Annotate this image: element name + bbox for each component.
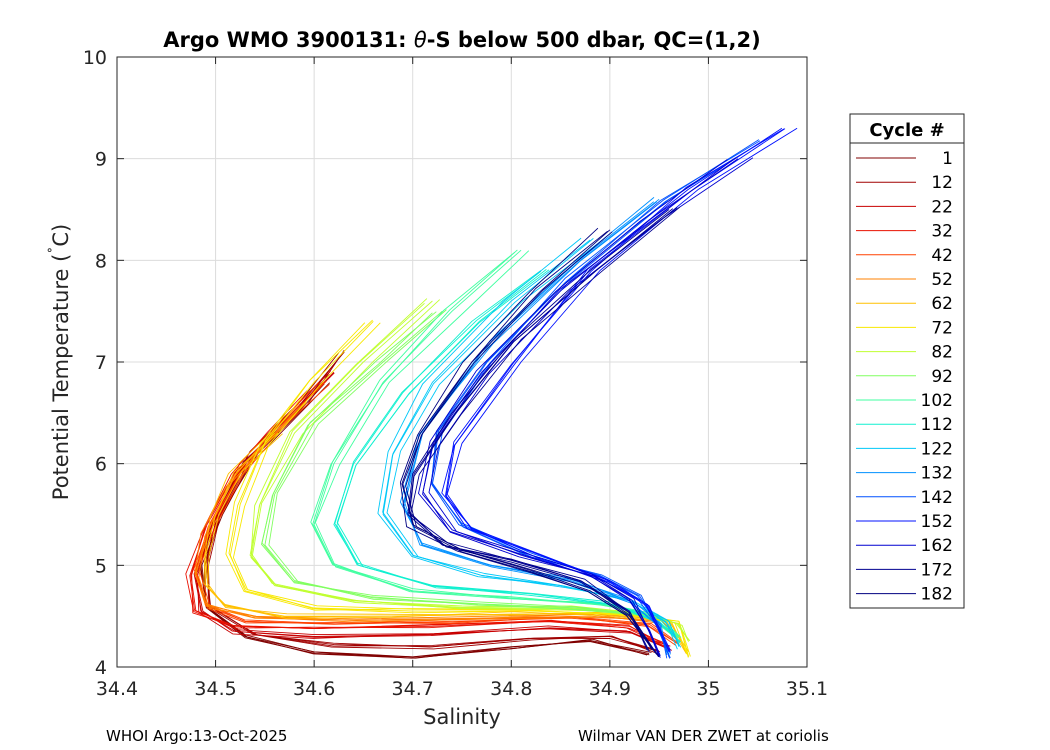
series-line-162-profile-2 bbox=[422, 157, 736, 656]
x-tick-label: 34.9 bbox=[589, 678, 631, 700]
series-line-142-profile-3 bbox=[431, 139, 766, 659]
legend-label-142: 142 bbox=[921, 488, 953, 508]
series-line-122-profile-2 bbox=[377, 237, 682, 648]
legend-label-182: 182 bbox=[921, 585, 953, 605]
series-line-152 bbox=[446, 127, 798, 652]
y-tick-label: 4 bbox=[95, 657, 107, 679]
series-line-112-profile-2 bbox=[336, 269, 681, 643]
series-line-92-profile-1 bbox=[261, 312, 680, 639]
footer-right: Wilmar VAN DER ZWET at coriolis bbox=[578, 727, 829, 745]
legend-label-1: 1 bbox=[942, 149, 953, 169]
x-tick-label: 35.1 bbox=[786, 678, 828, 700]
legend-label-102: 102 bbox=[921, 391, 953, 411]
series-group bbox=[185, 127, 798, 659]
y-tick-label: 5 bbox=[95, 555, 107, 577]
series-line-32-profile-3 bbox=[191, 389, 670, 649]
series-line-92-profile-2 bbox=[261, 311, 677, 639]
series-line-142-profile-1 bbox=[430, 139, 760, 659]
legend-label-162: 162 bbox=[921, 536, 953, 556]
legend-label-62: 62 bbox=[931, 294, 953, 314]
legend-label-132: 132 bbox=[921, 464, 953, 484]
series-line-62-profile-1 bbox=[205, 432, 687, 655]
legend-label-112: 112 bbox=[921, 415, 953, 435]
legend-entries: 1122232425262728292102112122132142152162… bbox=[856, 149, 953, 605]
y-tick-label: 9 bbox=[95, 149, 107, 171]
series-line-132-profile-2 bbox=[403, 201, 668, 656]
y-tick-label: 6 bbox=[95, 454, 107, 476]
chart-title: Argo WMO 3900131: θ-S below 500 dbar, QC… bbox=[163, 28, 760, 52]
legend-label-82: 82 bbox=[931, 343, 953, 363]
legend-label-42: 42 bbox=[931, 246, 953, 266]
legend-title: Cycle # bbox=[869, 120, 944, 141]
series-line-162-profile-3 bbox=[418, 159, 728, 658]
series-line-152-profile-3 bbox=[445, 128, 786, 653]
y-tick-label: 7 bbox=[95, 352, 107, 374]
legend-label-122: 122 bbox=[921, 439, 953, 459]
x-tick-label: 34.6 bbox=[293, 678, 335, 700]
legend-label-152: 152 bbox=[921, 512, 953, 532]
series-line-182 bbox=[402, 229, 660, 658]
series-line-92-profile-3 bbox=[268, 309, 678, 639]
y-tick-label: 10 bbox=[83, 47, 107, 69]
legend-label-32: 32 bbox=[931, 222, 953, 242]
axis-ticks: 34.4 34.5 34.6 34.7 34.8 34.9 35 35.1 4 5 6 7 8 9 10 bbox=[83, 47, 828, 700]
x-tick-label: 34.5 bbox=[194, 678, 236, 700]
footer-left: WHOI Argo:13-Oct-2025 bbox=[106, 727, 287, 745]
legend-label-12: 12 bbox=[931, 173, 953, 193]
grid bbox=[117, 57, 807, 667]
legend: Cycle # 11222324252627282921021121221321… bbox=[849, 113, 965, 609]
legend-label-72: 72 bbox=[931, 318, 953, 338]
legend-label-172: 172 bbox=[921, 560, 953, 580]
legend-label-22: 22 bbox=[931, 197, 953, 217]
series-line-162 bbox=[422, 158, 739, 657]
series-line-162-profile-1 bbox=[428, 157, 754, 656]
series-line-182-profile-1 bbox=[405, 231, 659, 657]
x-axis-label: Salinity bbox=[423, 705, 501, 729]
x-tick-label: 34.8 bbox=[490, 678, 532, 700]
legend-label-92: 92 bbox=[931, 367, 953, 387]
legend-label-52: 52 bbox=[931, 270, 953, 290]
series-line-182-profile-3 bbox=[401, 230, 658, 655]
legend-box bbox=[849, 113, 965, 609]
x-tick-label: 34.7 bbox=[392, 678, 434, 700]
x-tick-label: 34.4 bbox=[96, 678, 138, 700]
series-line-12-profile-3 bbox=[207, 350, 659, 655]
y-axis-label: Potential Temperature (˚C) bbox=[47, 224, 73, 500]
x-tick-label: 35 bbox=[696, 678, 720, 700]
series-line-132-profile-1 bbox=[403, 201, 671, 655]
y-tick-label: 8 bbox=[95, 250, 107, 272]
